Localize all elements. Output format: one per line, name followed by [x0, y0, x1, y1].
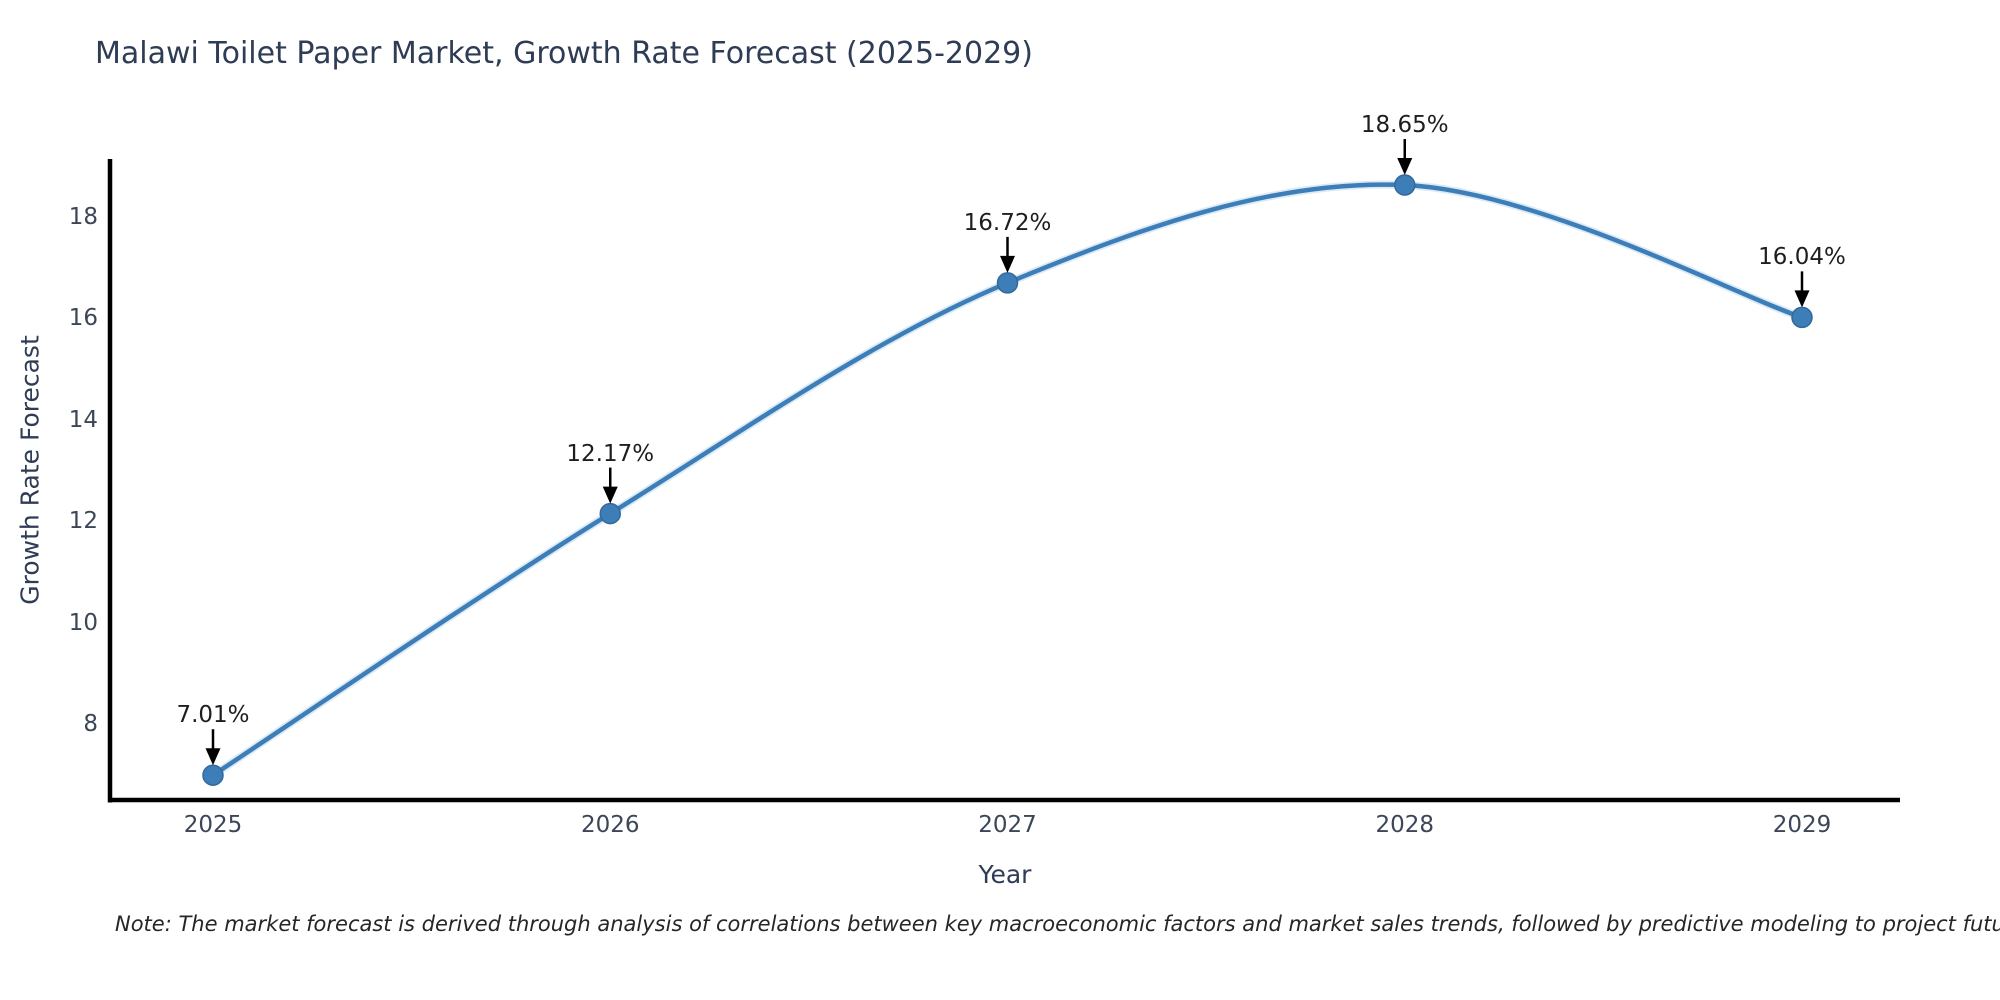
y-tick-label: 10 — [68, 609, 98, 636]
x-tick-label: 2026 — [580, 812, 640, 838]
point-value-label: 18.65% — [1360, 112, 1449, 139]
y-tick-label: 12 — [68, 508, 98, 535]
annotation-arrow-head — [1794, 290, 1810, 308]
annotation-arrow-head — [1000, 255, 1015, 273]
chart-title: Malawi Toilet Paper Market, Growth Rate … — [95, 36, 1033, 71]
annotation-arrow-head — [1397, 158, 1413, 176]
point-value-label: 7.01% — [176, 702, 250, 729]
annotation-arrow-head — [205, 748, 221, 766]
point-value-label: 16.72% — [963, 209, 1052, 236]
y-tick-label: 8 — [83, 711, 98, 737]
y-tick-label: 18 — [68, 204, 98, 230]
x-tick-label: 2025 — [183, 812, 243, 838]
x-tick-label: 2027 — [978, 812, 1037, 838]
x-tick-label: 2029 — [1772, 812, 1832, 838]
footnote: Note: The market forecast is derived thr… — [115, 912, 2000, 936]
data-point-marker — [1791, 306, 1813, 329]
data-point-marker — [202, 764, 224, 786]
y-tick-label: 16 — [68, 305, 98, 332]
data-point-marker — [1394, 174, 1416, 196]
data-point-marker — [996, 272, 1019, 294]
x-axis-title: Year — [978, 860, 1032, 889]
point-value-label: 12.17% — [566, 440, 655, 467]
annotation-arrow-head — [602, 486, 618, 504]
x-tick-label: 2028 — [1375, 812, 1435, 838]
point-value-label: 16.04% — [1758, 244, 1846, 271]
data-point-marker — [599, 502, 621, 525]
y-tick-label: 14 — [68, 406, 98, 433]
